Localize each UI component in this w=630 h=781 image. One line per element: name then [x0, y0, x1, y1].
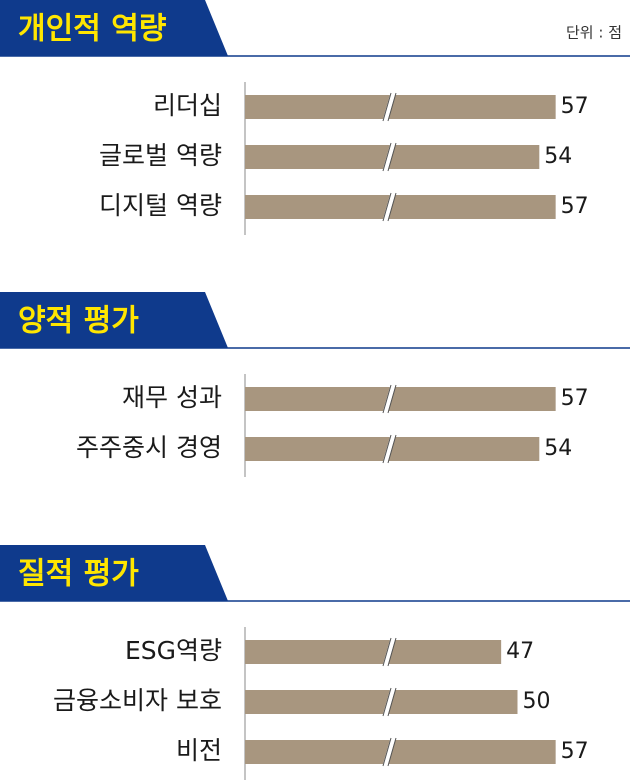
section-title: 질적 평가	[18, 557, 139, 592]
axis-break	[382, 142, 396, 172]
value-label: 54	[544, 436, 572, 461]
category-label: 재무 성과	[122, 383, 222, 412]
axis-break	[382, 687, 396, 717]
section-header	[0, 0, 228, 56]
axis-break-edge	[382, 687, 397, 717]
section-header	[0, 545, 228, 601]
value-label: 57	[561, 94, 589, 119]
axis-break-edge	[382, 92, 397, 122]
value-label: 57	[561, 194, 589, 219]
axis-break	[382, 637, 396, 667]
value-label: 47	[506, 639, 534, 664]
bar	[245, 640, 502, 664]
category-label: 비전	[176, 736, 222, 765]
bar	[245, 740, 556, 764]
axis-break-edge	[382, 737, 397, 767]
bar	[245, 95, 556, 119]
section-header	[0, 292, 228, 348]
axis-break	[382, 384, 396, 414]
axis-break-edge	[382, 142, 397, 172]
bar	[245, 387, 556, 411]
section-title: 양적 평가	[18, 304, 139, 339]
category-label: ESG역량	[125, 636, 222, 665]
bar	[245, 690, 518, 714]
value-label: 57	[561, 386, 589, 411]
value-label: 54	[544, 144, 572, 169]
category-label: 리더십	[153, 91, 222, 120]
axis-break	[382, 92, 396, 122]
value-label: 57	[561, 739, 589, 764]
axis-break	[382, 192, 396, 222]
category-label: 글로벌 역량	[99, 141, 222, 170]
category-label: 금융소비자 보호	[53, 686, 222, 715]
category-label: 디지털 역량	[99, 191, 222, 220]
section-title: 개인적 역량	[18, 12, 167, 47]
value-label: 50	[523, 689, 551, 714]
axis-break-edge	[382, 637, 397, 667]
axis-break	[382, 737, 396, 767]
axis-break-edge	[382, 192, 397, 222]
axis-break-edge	[382, 434, 397, 464]
axis-break-edge	[382, 384, 397, 414]
bar	[245, 195, 556, 219]
unit-label: 단위 : 점	[566, 24, 622, 42]
axis-break	[382, 434, 396, 464]
category-label: 주주중시 경영	[76, 433, 222, 462]
